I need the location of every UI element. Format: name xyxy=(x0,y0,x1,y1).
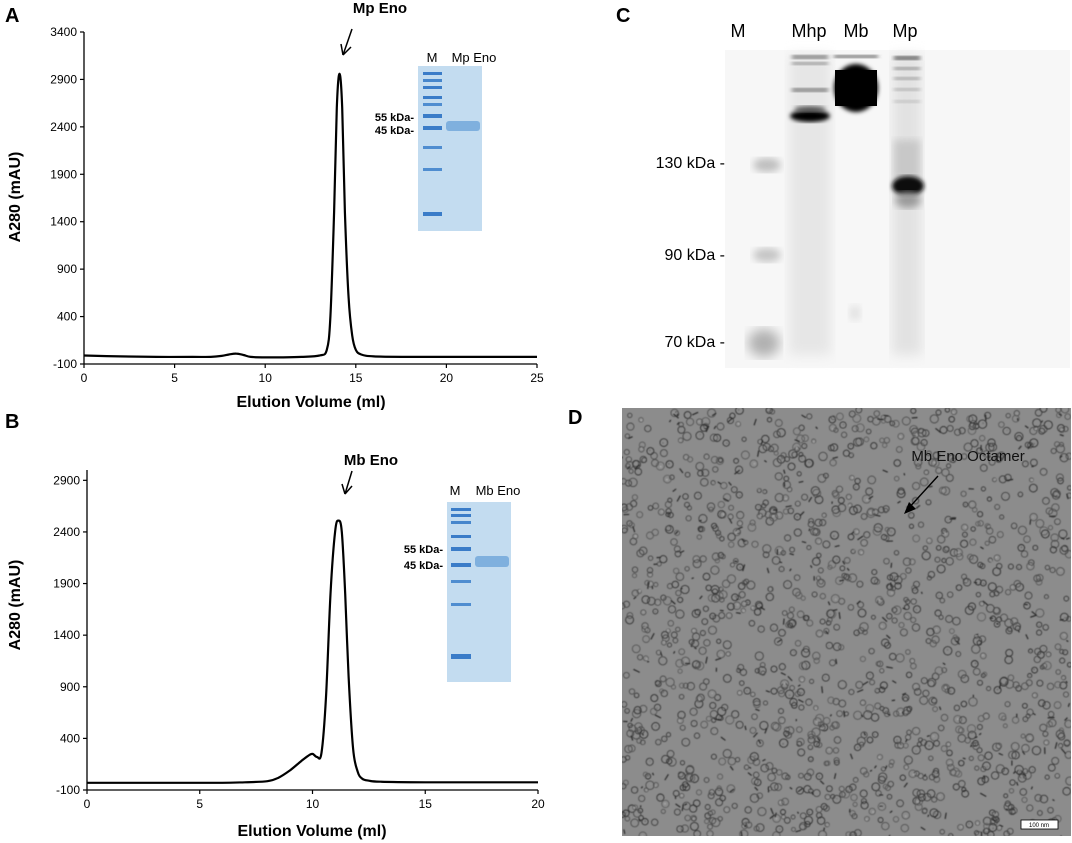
chart-b-y-tick-label: 900 xyxy=(60,680,80,694)
em-micrograph: Mb Eno Octamer 100 nm xyxy=(622,408,1071,836)
chart-a-y-tick-label: 2900 xyxy=(50,72,77,86)
chart-a-x-tick-label: 20 xyxy=(440,371,454,385)
chart-b-y-tick-label: -100 xyxy=(56,783,80,797)
gel-c-lane-mhp: Mhp xyxy=(791,21,826,41)
chart-b: -100 400 900 1400 1900 2400 2900 0 5 10 15 20 Mb En… xyxy=(7,452,545,840)
gel-c-lane-m: M xyxy=(731,21,746,41)
chart-a-annotation-arrow xyxy=(342,28,353,56)
chart-b-annotation-arrow xyxy=(344,470,353,495)
chart-a-y-tick-label: 2400 xyxy=(50,120,77,134)
chart-a-series-line xyxy=(83,72,537,359)
gel-c-marker-130: 130 kDa - xyxy=(656,155,725,172)
chart-b-y-tick-label: 2900 xyxy=(53,473,80,487)
chart-b-x-tick-label: 15 xyxy=(419,797,433,811)
chart-a-y-tick-label: 1400 xyxy=(50,215,77,229)
inset-b-lane-m: M xyxy=(450,483,461,498)
inset-a-marker-55: 55 kDa- xyxy=(375,112,414,124)
em-scale-bar-label: 100 nm xyxy=(1029,823,1049,829)
inset-b-lane-sample: Mb Eno xyxy=(476,483,521,498)
chart-a-x-tick-label: 25 xyxy=(530,371,544,385)
gel-c-marker-70: 70 kDa - xyxy=(665,334,725,351)
chart-a: -100 400 900 1400 1900 2400 2900 3400 0 5 10 15 20 25… xyxy=(7,0,544,410)
chart-b-y-tick-label: 2400 xyxy=(53,525,80,539)
chart-b-annotation: Mb Eno xyxy=(344,452,398,469)
panel-letter-d: D xyxy=(568,407,583,429)
em-annotation: Mb Eno Octamer xyxy=(911,448,1024,465)
inset-a-lane-m: M xyxy=(427,50,438,65)
chart-a-annotation: Mp Eno xyxy=(353,0,407,17)
chart-b-y-tick-label: 400 xyxy=(60,731,80,745)
chart-b-x-tick-label: 5 xyxy=(196,797,203,811)
chart-b-x-tick-label: 10 xyxy=(306,797,320,811)
chart-a-xlabel: Elution Volume (ml) xyxy=(236,394,385,410)
chart-b-y-tick-label: 1400 xyxy=(53,628,80,642)
panel-letter-a: A xyxy=(5,5,20,27)
chart-a-x-tick-label: 10 xyxy=(259,371,273,385)
chart-a-x-tick-label: 5 xyxy=(171,371,178,385)
chart-a-y-tick-label: -100 xyxy=(53,357,77,371)
chart-b-series-line xyxy=(86,519,538,784)
panel-letter-b: B xyxy=(5,411,20,433)
inset-a-lane-sample: Mp Eno xyxy=(452,50,497,65)
chart-b-y-tick-label: 1900 xyxy=(53,577,80,591)
chart-a-ylabel: A280 (mAU) xyxy=(7,152,24,243)
gel-c: M Mhp Mb Mp 130 kDa - 90 kDa - 70 kDa - xyxy=(656,21,1070,368)
gel-c-lane-mb: Mb xyxy=(843,21,868,41)
gel-c-marker-90: 90 kDa - xyxy=(665,247,725,264)
chart-b-x-tick-label: 20 xyxy=(531,797,545,811)
chart-b-x-tick-label: 0 xyxy=(84,797,91,811)
chart-b-ylabel: A280 (mAU) xyxy=(7,560,24,651)
chart-a-y-tick-label: 3400 xyxy=(50,25,77,39)
chart-a-inset-gel: M Mp Eno 55 kDa- 45 kDa- xyxy=(375,50,497,231)
chart-a-x-tick-label: 15 xyxy=(349,371,363,385)
chart-b-xlabel: Elution Volume (ml) xyxy=(237,823,386,840)
chart-a-y-tick-label: 1900 xyxy=(50,167,77,181)
chart-b-inset-gel: M Mb Eno 55 kDa- 45 kDa- xyxy=(404,483,521,682)
gel-c-lane-mp: Mp xyxy=(892,21,917,41)
inset-a-marker-45: 45 kDa- xyxy=(375,125,414,137)
chart-a-x-tick-label: 0 xyxy=(81,371,88,385)
inset-b-marker-55: 55 kDa- xyxy=(404,544,443,556)
chart-a-y-tick-label: 400 xyxy=(57,310,77,324)
panel-letter-c: C xyxy=(616,5,631,27)
chart-a-y-tick-label: 900 xyxy=(57,262,77,276)
inset-b-marker-45: 45 kDa- xyxy=(404,560,443,572)
